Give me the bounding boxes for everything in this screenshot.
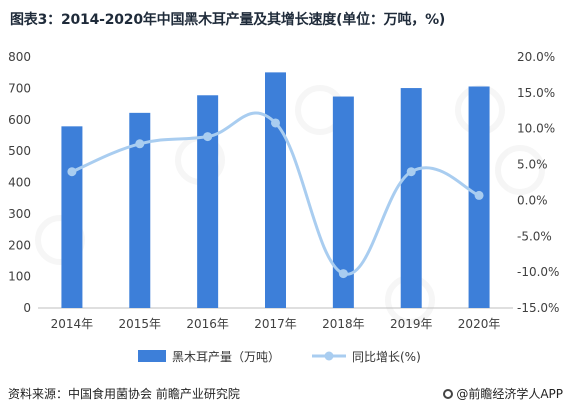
growth-point — [203, 132, 213, 142]
y-right-tick-label: 10.0% — [517, 122, 555, 136]
bar — [332, 96, 354, 308]
y-left-tick-label: 600 — [8, 113, 31, 127]
y-right-tick-label: -10.0% — [517, 265, 559, 279]
legend-bar-swatch — [138, 350, 166, 362]
y-right-tick-label: 0.0% — [517, 193, 548, 207]
y-left-tick-label: 100 — [8, 270, 31, 284]
x-tick-label: 2016年 — [186, 317, 229, 331]
chart: 0 100 200 300 400 500 600 700 800 -15.0% -10.0% -5.… — [8, 50, 559, 364]
legend-line-label: 同比增长(%) — [352, 350, 421, 364]
brand-text: @前瞻经济学人APP — [456, 387, 563, 401]
brand-note: @前瞻经济学人APP — [443, 385, 563, 402]
growth-point — [67, 167, 77, 177]
y-right-tick-label: -5.0% — [517, 229, 552, 243]
tick-labels: 0 100 200 300 400 500 600 700 800 -15.0% -10.0% -5.… — [8, 50, 559, 331]
y-left-tick-label: 500 — [8, 144, 31, 158]
legend: 黑木耳产量（万吨） 同比增长(%) — [138, 350, 421, 364]
bar-series — [61, 72, 490, 309]
brand-logo-icon — [443, 389, 454, 399]
legend-bar-label: 黑木耳产量（万吨） — [172, 350, 280, 364]
y-right-tick-label: 15.0% — [517, 86, 555, 100]
bar — [129, 112, 151, 308]
x-tick-label: 2020年 — [458, 317, 501, 331]
chart-title: 图表3：2014-2020年中国黑木耳产量及其增长速度(单位：万吨，%) — [10, 12, 446, 28]
x-tick-label: 2014年 — [51, 317, 94, 331]
x-tick-label: 2017年 — [254, 317, 297, 331]
x-tick-label: 2019年 — [390, 317, 433, 331]
bar — [61, 126, 83, 309]
watermark-mark — [495, 145, 545, 195]
y-right-tick-label: 20.0% — [517, 50, 555, 64]
growth-point — [406, 167, 416, 177]
growth-point — [135, 139, 145, 149]
growth-point — [338, 269, 348, 279]
x-tick-label: 2015年 — [119, 317, 162, 331]
bar — [197, 95, 219, 308]
y-left-tick-label: 200 — [8, 238, 31, 252]
y-left-tick-label: 700 — [8, 81, 31, 95]
growth-point — [271, 118, 280, 128]
bar — [265, 72, 286, 308]
line-series — [67, 111, 484, 279]
y-right-tick-label: 5.0% — [517, 158, 548, 172]
y-left-tick-label: 0 — [23, 301, 31, 315]
legend-line-marker — [324, 351, 334, 361]
x-tick-label: 2018年 — [322, 317, 365, 331]
growth-point — [474, 190, 484, 200]
y-left-tick-label: 800 — [8, 50, 31, 64]
y-left-tick-label: 300 — [8, 207, 31, 221]
bar — [400, 88, 422, 308]
watermarks — [35, 85, 545, 325]
y-right-tick-label: -15.0% — [517, 301, 559, 315]
y-left-tick-label: 400 — [8, 176, 31, 190]
source-note: 资料来源：中国食用菌协会 前瞻产业研究院 — [8, 387, 240, 401]
